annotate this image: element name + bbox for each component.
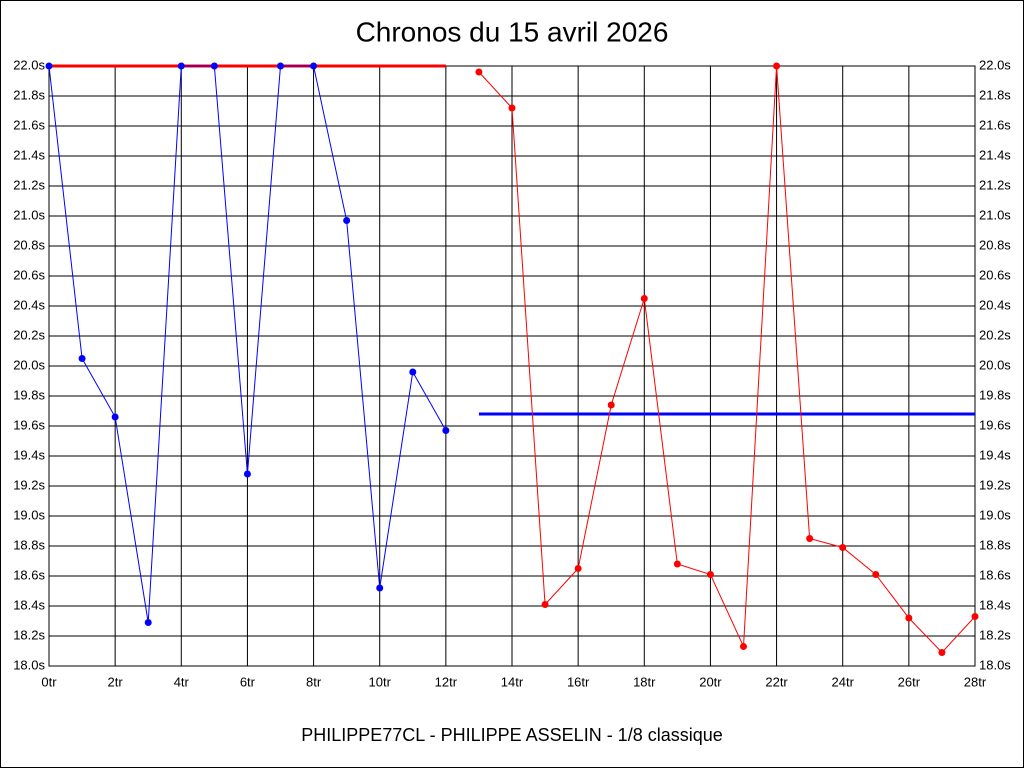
y-tick-label: 20.0s [13,357,45,372]
y2-tick-label: 19.2s [979,477,1011,492]
x-tick-label: 22tr [765,674,788,689]
data-point [806,535,814,542]
data-point [508,104,516,112]
data-point [607,401,615,409]
data-point [673,560,681,568]
y-tick-label: 21.0s [13,207,45,222]
y-tick-label: 20.6s [13,267,45,282]
x-tick-label: 24tr [832,674,855,689]
data-point [872,571,880,578]
y-tick-label: 18.0s [13,657,45,672]
y2-tick-label: 21.6s [979,117,1011,132]
data-point [773,62,781,70]
y2-tick-label: 18.4s [979,597,1011,612]
x-tick-label: 6tr [240,674,256,689]
x-tick-label: 26tr [898,674,921,689]
x-tick-label: 4tr [174,674,190,689]
data-point [210,62,218,70]
data-point [343,217,351,224]
x-tick-label: 8tr [306,674,322,689]
y2-tick-label: 18.6s [979,567,1011,582]
y2-tick-label: 20.0s [979,357,1011,372]
data-point [310,62,318,70]
data-point [78,355,86,362]
chart-title: Chronos du 15 avril 2026 [356,16,669,47]
y-tick-label: 21.6s [13,117,45,132]
y2-tick-label: 22.0s [979,57,1011,72]
data-point [409,368,417,376]
y-tick-label: 19.8s [13,387,45,402]
y-tick-label: 21.4s [13,147,45,162]
data-point [177,62,185,70]
data-point [706,571,714,578]
y-tick-label: 20.4s [13,297,45,312]
y-tick-label: 18.8s [13,537,45,552]
x-tick-label: 10tr [369,674,392,689]
x-tick-label: 28tr [964,674,987,689]
data-point [905,614,913,622]
y-tick-label: 19.4s [13,447,45,462]
y2-tick-label: 21.0s [979,207,1011,222]
data-point [541,601,549,608]
y-tick-label: 19.0s [13,507,45,522]
x-tick-label: 16tr [567,674,590,689]
y2-tick-label: 21.8s [979,87,1011,102]
data-point [971,613,979,620]
y-tick-label: 22.0s [13,57,45,72]
y2-tick-label: 21.2s [979,177,1011,192]
y-tick-label: 21.2s [13,177,45,192]
y-tick-label: 18.4s [13,597,45,612]
x-tick-label: 2tr [108,674,124,689]
data-point [574,565,582,572]
y2-tick-label: 18.0s [979,657,1011,672]
x-tick-label: 12tr [435,674,458,689]
data-point [740,643,747,650]
data-point [938,649,946,656]
y2-tick-label: 19.0s [979,507,1011,522]
data-point [45,62,53,70]
x-tick-label: 0tr [41,674,57,689]
y-tick-label: 20.8s [13,237,45,252]
data-point [839,544,847,551]
y2-tick-label: 20.8s [979,237,1011,252]
x-tick-label: 14tr [501,674,524,689]
x-tick-label: 18tr [633,674,656,689]
y2-tick-label: 18.8s [979,537,1011,552]
data-point [442,427,450,434]
y2-tick-label: 20.6s [979,267,1011,282]
data-point [111,413,119,421]
data-point [376,584,384,592]
y-tick-label: 18.6s [13,567,45,582]
y2-tick-label: 20.2s [979,327,1011,342]
data-point [243,470,251,478]
data-point [144,619,152,626]
y-tick-label: 21.8s [13,87,45,102]
data-point [475,68,483,76]
y2-tick-label: 21.4s [979,147,1011,162]
x-tick-label: 20tr [699,674,722,689]
data-point [277,62,284,70]
y2-tick-label: 18.2s [979,627,1011,642]
y2-tick-label: 19.4s [979,447,1011,462]
chart-subtitle: PHILIPPE77CL - PHILIPPE ASSELIN - 1/8 cl… [301,725,723,745]
y2-tick-label: 19.8s [979,387,1011,402]
y-tick-label: 19.2s [13,477,45,492]
y2-tick-label: 19.6s [979,417,1011,432]
data-point [640,295,648,302]
series-line [478,65,976,654]
y2-tick-label: 20.4s [979,297,1011,312]
y-tick-label: 19.6s [13,417,45,432]
y-tick-label: 20.2s [13,327,45,342]
y-tick-label: 18.2s [13,627,45,642]
